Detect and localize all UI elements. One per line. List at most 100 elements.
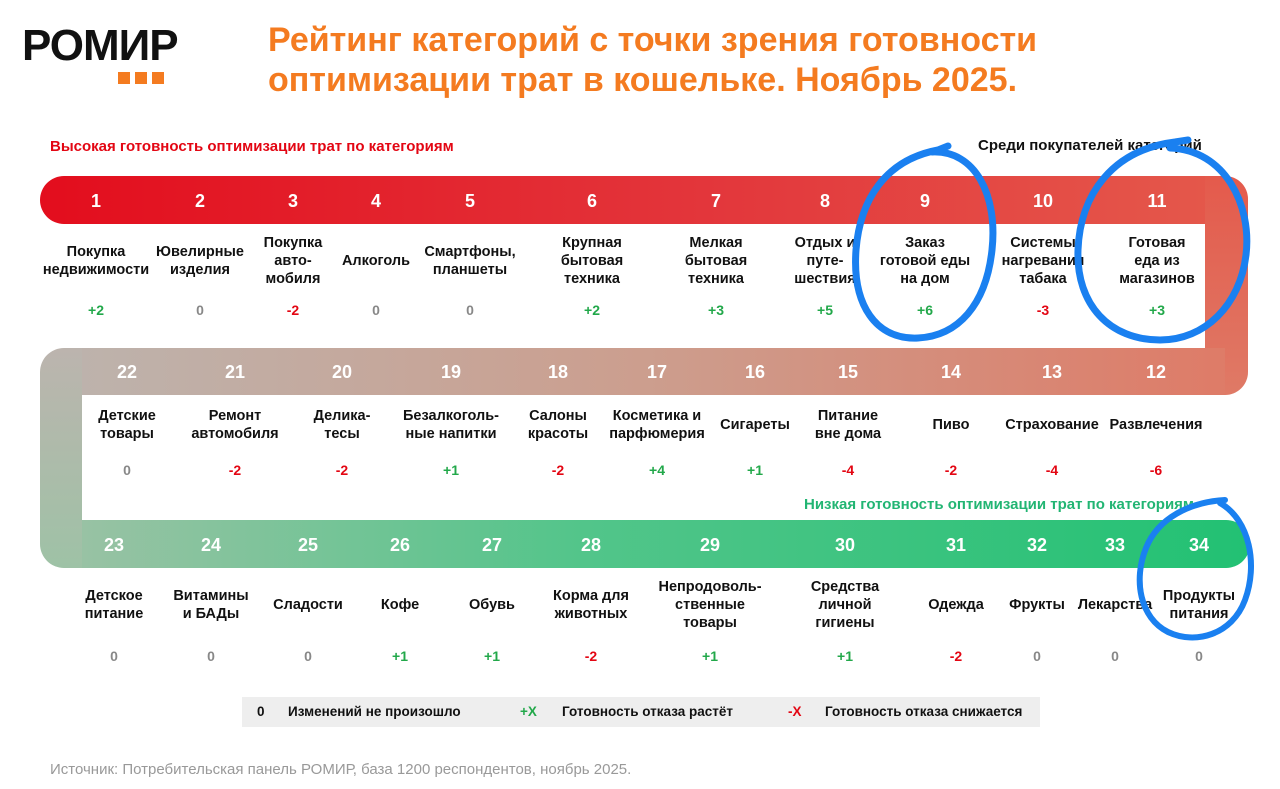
category-label-line: личной — [818, 597, 872, 613]
category-label-line: Ремонт — [208, 408, 262, 424]
rank-number: 6 — [586, 191, 597, 211]
category-label-line: техника — [563, 271, 621, 287]
category-label: Заказ готовой еды на дом — [860, 231, 990, 291]
rank-change: +2 — [584, 302, 600, 318]
category-label-line: Витамины — [173, 588, 249, 604]
category-label-line: Салоны — [529, 408, 587, 424]
category-label: Фрукты — [972, 575, 1102, 635]
rank-number: 31 — [945, 535, 967, 555]
category-label-line: тесы — [324, 426, 360, 442]
rank-number: 8 — [819, 191, 830, 211]
category-label: Смартфоны, планшеты — [405, 231, 535, 291]
rank-number: 13 — [1041, 362, 1063, 382]
category-label: Крупная бытовая техника — [527, 231, 657, 291]
rank-number: 32 — [1026, 535, 1048, 555]
category-label-line: Питание — [817, 408, 879, 424]
page-title: Рейтинг категорий с точки зрения готовно… — [268, 20, 1258, 100]
category-label-line: ные напитки — [405, 426, 497, 442]
source-note: Источник: Потребительская панель РОМИР, … — [50, 761, 632, 778]
rank-number: 9 — [919, 191, 930, 211]
rank-change: -4 — [841, 462, 855, 478]
rank-change: +3 — [708, 302, 724, 318]
category-label-line: Обувь — [469, 597, 515, 613]
category-label-line: Покупка — [66, 244, 126, 260]
category-label-line: Фрукты — [1009, 597, 1065, 613]
category-label-line: путе- — [806, 253, 844, 269]
category-label-line: Пиво — [932, 417, 970, 433]
rank-number: 25 — [297, 535, 319, 555]
category-label-line: шествия — [794, 271, 856, 287]
category-label-line: Алкоголь — [341, 253, 411, 269]
category-label-line: бытовая — [560, 253, 624, 269]
rank-number: 29 — [699, 535, 721, 555]
category-label-line: товары — [683, 615, 737, 631]
category-label: Косметика и парфюмерия — [592, 395, 722, 455]
rank-number: 14 — [940, 362, 962, 382]
category-label-line: табака — [1019, 271, 1067, 287]
category-label-line: Продукты — [1162, 588, 1236, 604]
category-label-line: Смартфоны, — [424, 244, 516, 260]
rank-change: -2 — [228, 462, 242, 478]
rank-change: -4 — [1045, 462, 1059, 478]
rank-number: 33 — [1104, 535, 1126, 555]
logo-dots — [118, 72, 164, 84]
rank-change: -2 — [551, 462, 565, 478]
category-label-line: планшеты — [432, 262, 508, 278]
category-label-line: Системы — [1010, 235, 1076, 251]
romir-logo: РОМИР — [22, 24, 222, 86]
legend-minus-text: Готовность отказа снижается — [825, 704, 1023, 719]
category-label-line: Покупка — [263, 235, 323, 251]
rank-change: 0 — [110, 648, 118, 664]
category-label-line: магазинов — [1119, 271, 1195, 287]
category-label: Корма для животных — [526, 575, 656, 635]
rank-change: +1 — [484, 648, 500, 664]
rank-change: +4 — [649, 462, 665, 478]
category-label-line: Непродоволь- — [658, 579, 762, 595]
category-label-line: техника — [687, 271, 745, 287]
rank-change: +5 — [817, 302, 833, 318]
legend-plus-symbol: +X — [520, 704, 537, 719]
rank-change: +1 — [747, 462, 763, 478]
title-line-2: оптимизации трат в кошельке. Ноябрь 2025… — [268, 61, 1018, 99]
rank-change: -6 — [1149, 462, 1163, 478]
rank-number: 24 — [200, 535, 222, 555]
rank-change: -3 — [1036, 302, 1050, 318]
category-label: Питание вне дома — [783, 395, 913, 455]
category-label-line: на дом — [900, 271, 950, 287]
category-label-line: Делика- — [313, 408, 371, 424]
category-label-line: недвижимости — [42, 262, 150, 278]
rank-change: -2 — [286, 302, 300, 318]
rank-number: 22 — [116, 362, 138, 382]
category-label-line: Корма для — [553, 588, 629, 604]
rank-change: +3 — [1149, 302, 1165, 318]
rank-number: 20 — [331, 362, 353, 382]
category-label-line: Косметика и — [612, 408, 702, 424]
rank-change: +1 — [702, 648, 718, 664]
category-label: Ювелирные изделия — [135, 231, 265, 291]
category-label: Одежда — [891, 575, 1021, 635]
category-label-line: мобиля — [265, 271, 321, 287]
category-label-line: нагревания — [1001, 253, 1085, 269]
rank-number: 26 — [389, 535, 411, 555]
category-label-line: бытовая — [684, 253, 748, 269]
category-label-line: Заказ — [905, 235, 945, 251]
rank-number: 15 — [837, 362, 859, 382]
rank-number: 5 — [464, 191, 475, 211]
high-readiness-label: Высокая готовность оптимизации трат по к… — [50, 138, 454, 155]
category-label-line: вне дома — [814, 426, 882, 442]
category-label: Ремонт автомобиля — [170, 395, 300, 455]
category-label: Обувь — [427, 575, 557, 635]
category-label-line: Развлечения — [1109, 417, 1203, 433]
rank-change: +1 — [837, 648, 853, 664]
rank-change: +6 — [917, 302, 933, 318]
category-label-line: Мелкая — [689, 235, 743, 251]
rank-change: +1 — [443, 462, 459, 478]
category-label-line: Отдых и — [794, 235, 856, 251]
legend-zero-text: Изменений не произошло — [288, 704, 461, 719]
category-label-line: Сигареты — [720, 417, 790, 433]
rank-number: 12 — [1145, 362, 1167, 382]
rank-number: 10 — [1032, 191, 1054, 211]
category-label-line: изделия — [170, 262, 230, 278]
category-label: Лекарства — [1050, 575, 1180, 635]
category-label: Продукты питания — [1134, 575, 1264, 635]
